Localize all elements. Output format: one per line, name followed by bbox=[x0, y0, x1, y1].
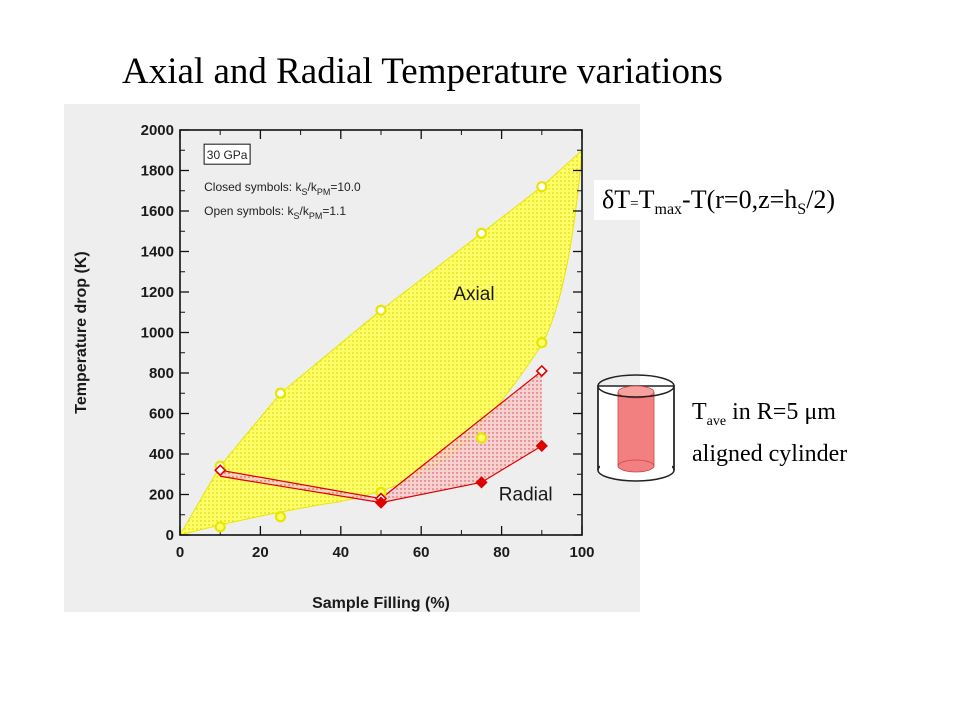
radial-closed-point bbox=[535, 439, 548, 453]
tave-ave-sub: ave bbox=[706, 413, 727, 429]
radial-region bbox=[220, 371, 542, 503]
symbol-note-part: PM bbox=[309, 211, 323, 221]
shaded-regions bbox=[178, 149, 583, 536]
chart-panel: 0 200 400 600 800 1000 1200 1400 1600 1800 2000 0 20… bbox=[64, 104, 640, 612]
x-tick-label: 80 bbox=[493, 544, 510, 561]
axial-closed-point bbox=[214, 521, 226, 533]
symbol-note-part: =1.1 bbox=[322, 204, 346, 218]
x-tick-label: 100 bbox=[569, 544, 594, 561]
radial-open-point bbox=[535, 364, 548, 378]
y-tick-label: 1000 bbox=[141, 325, 174, 342]
axial-open-point bbox=[375, 304, 387, 316]
cylinder-icon bbox=[597, 374, 675, 482]
tave-line-2: aligned cylinder bbox=[692, 440, 848, 467]
tave-line-1: Tave in R=5 μm bbox=[692, 396, 847, 438]
axial-open-point bbox=[274, 387, 287, 399]
symbol-note: Open symbols: kS/kPM=1.1 bbox=[204, 204, 346, 221]
symbol-note: Closed symbols: kS/kPM=10.0 bbox=[204, 180, 361, 197]
y-tick-label: 1400 bbox=[141, 244, 174, 261]
y-tick-label: 1800 bbox=[141, 163, 174, 180]
axial-region-label: Axial bbox=[453, 284, 494, 305]
x-tick-label: 60 bbox=[413, 544, 430, 561]
x-tick-label: 0 bbox=[176, 544, 184, 561]
formula-max-sub: max bbox=[654, 201, 683, 219]
y-tick-label: 0 bbox=[166, 527, 174, 544]
formula-tail: /2) bbox=[806, 185, 836, 214]
radial-closed-point bbox=[374, 496, 388, 509]
symbol-note-part: S bbox=[293, 211, 299, 221]
symbol-note-part: Open symbols: k bbox=[204, 204, 294, 218]
y-axis-label: Temperature drop (K) bbox=[73, 251, 90, 413]
tave-t: T bbox=[692, 399, 707, 425]
symbol-note-part: /k bbox=[308, 180, 318, 194]
formula-s-sub: S bbox=[797, 201, 807, 219]
pressure-box bbox=[203, 143, 251, 165]
formula-delta: δT bbox=[602, 185, 631, 214]
slide-title: Axial and Radial Temperature variations bbox=[122, 51, 723, 92]
radial-closed-line bbox=[220, 445, 543, 504]
axial-closed-point bbox=[475, 432, 488, 444]
y-tick-label: 1200 bbox=[141, 284, 174, 301]
formula-t: T bbox=[638, 185, 655, 214]
symbol-note-part: PM bbox=[317, 187, 331, 197]
data-points bbox=[214, 181, 548, 533]
tave-label: Tave in R=5 μm aligned cylinder bbox=[692, 396, 847, 470]
tave-line1-rest: in R=5 μm bbox=[726, 399, 836, 425]
formula-rest: -T(r=0,z=h bbox=[682, 185, 798, 214]
formula-eq: = bbox=[630, 196, 639, 212]
y-tick-label: 600 bbox=[149, 406, 174, 423]
radial-region-label: Radial bbox=[499, 485, 553, 506]
symbol-note-part: S bbox=[301, 187, 307, 197]
y-tick-label: 1600 bbox=[141, 203, 174, 220]
symbol-note-part: /k bbox=[300, 204, 310, 218]
x-axis-label: Sample Filling (%) bbox=[312, 595, 450, 612]
axial-open-point bbox=[536, 181, 548, 193]
axial-closed-point bbox=[274, 511, 287, 523]
x-tick-label: 40 bbox=[332, 544, 349, 561]
y-tick-label: 200 bbox=[149, 487, 174, 504]
y-tick-label: 2000 bbox=[141, 122, 174, 139]
temperature-drop-chart: 0 200 400 600 800 1000 1200 1400 1600 1800 2000 0 20… bbox=[73, 122, 595, 612]
axes: 0 200 400 600 800 1000 1200 1400 1600 1800 2000 0 20… bbox=[73, 122, 595, 612]
pressure-label: 30 GPa bbox=[207, 148, 248, 162]
axial-open-point bbox=[475, 227, 488, 239]
symbol-note-part: =10.0 bbox=[330, 180, 361, 194]
x-tick-label: 20 bbox=[252, 544, 269, 561]
symbol-note-part: Closed symbols: k bbox=[204, 180, 302, 194]
axial-closed-point bbox=[536, 337, 548, 349]
radial-open-point bbox=[214, 464, 227, 477]
delta-t-formula: δT=Tmax-T(r=0,z=hS/2) bbox=[594, 180, 914, 220]
y-tick-label: 400 bbox=[149, 446, 174, 463]
radial-closed-point bbox=[475, 476, 488, 489]
y-tick-label: 800 bbox=[149, 365, 174, 382]
